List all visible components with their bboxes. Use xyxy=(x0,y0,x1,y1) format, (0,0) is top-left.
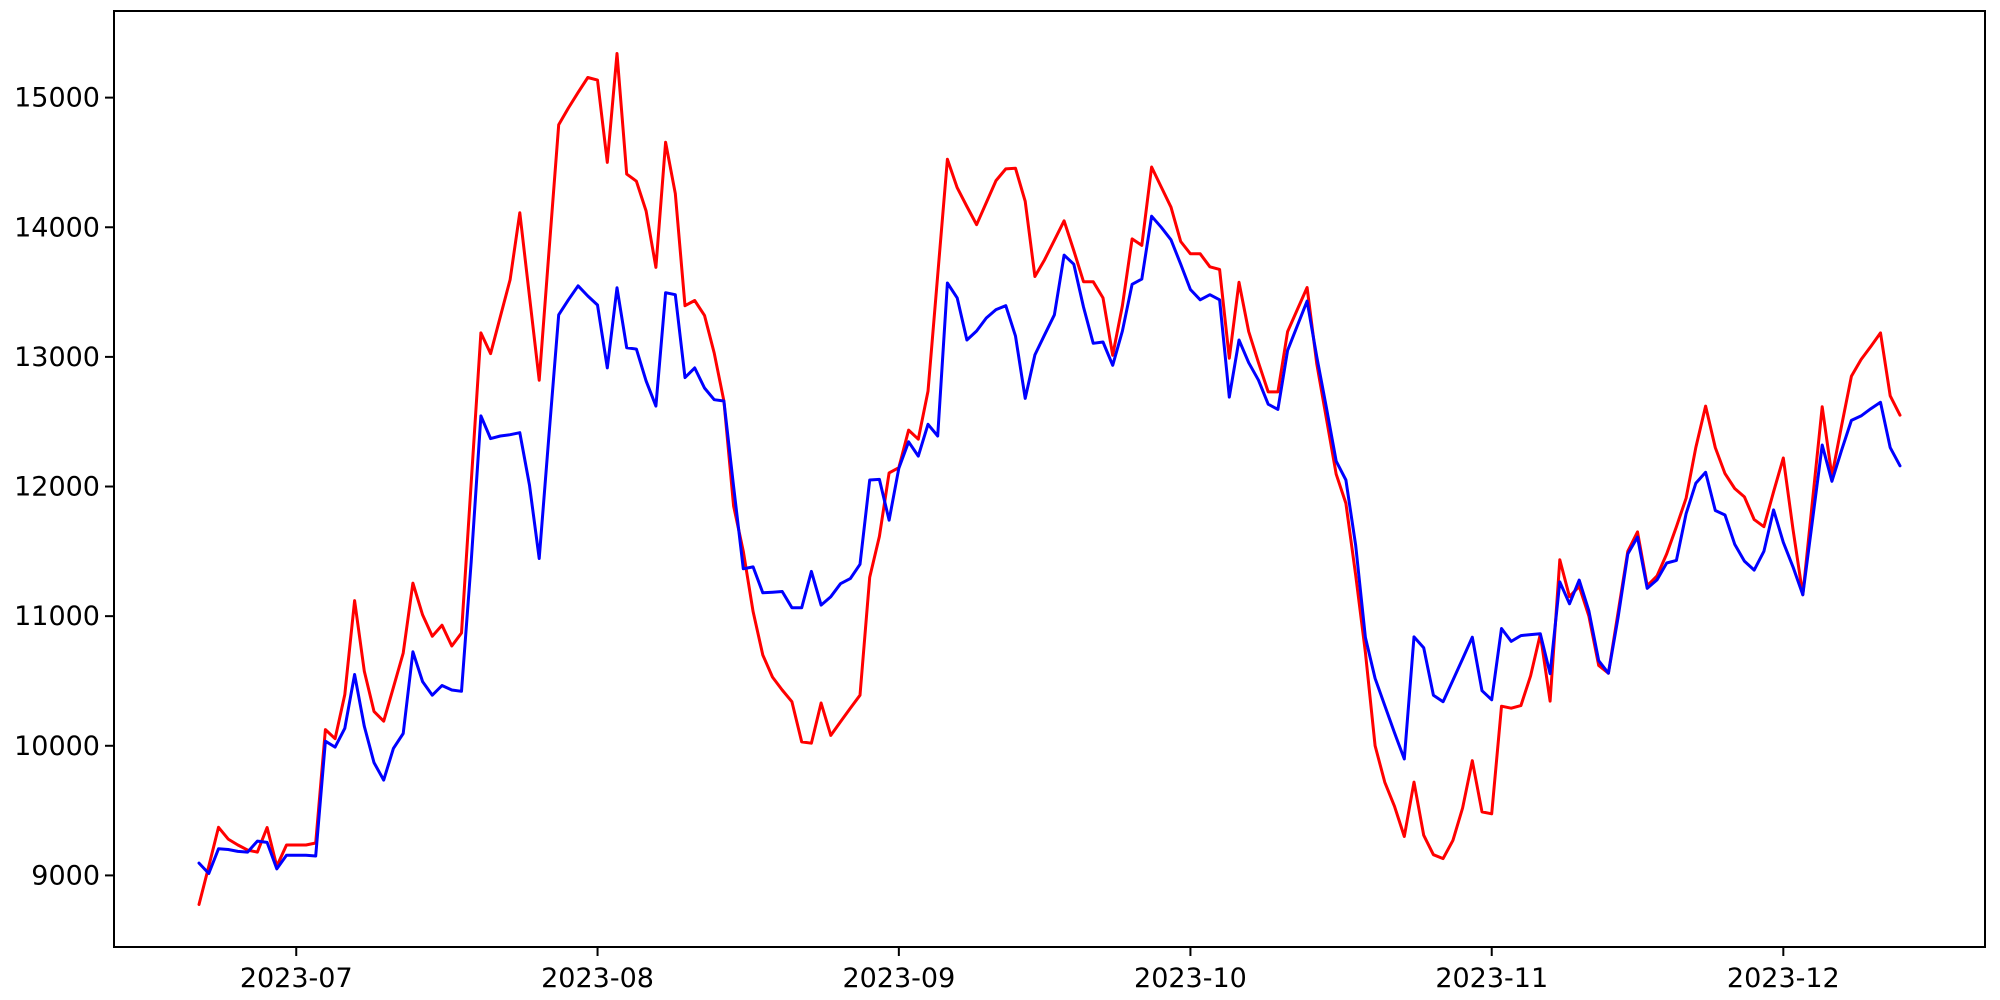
x-axis-tick-label: 2023-08 xyxy=(541,963,654,994)
x-axis-tick-label: 2023-12 xyxy=(1727,963,1840,994)
y-axis-tick-label: 9000 xyxy=(31,860,100,891)
y-axis-tick-label: 13000 xyxy=(14,342,100,373)
y-axis-tick-label: 11000 xyxy=(14,601,100,632)
axes-frame xyxy=(113,10,1986,948)
series-line-blue xyxy=(197,214,1902,875)
x-axis-tick-label: 2023-11 xyxy=(1435,963,1548,994)
y-axis-tick-label: 10000 xyxy=(14,731,100,762)
axes-background xyxy=(114,11,1985,947)
x-axis-tick-label: 2023-10 xyxy=(1134,963,1247,994)
y-axis-tick-label: 15000 xyxy=(14,83,100,114)
y-axis-tick-label: 12000 xyxy=(14,472,100,503)
x-axis-tick-label: 2023-07 xyxy=(240,963,353,994)
y-axis-tick-label: 14000 xyxy=(14,212,100,243)
x-axis-tick-label: 2023-09 xyxy=(842,963,955,994)
